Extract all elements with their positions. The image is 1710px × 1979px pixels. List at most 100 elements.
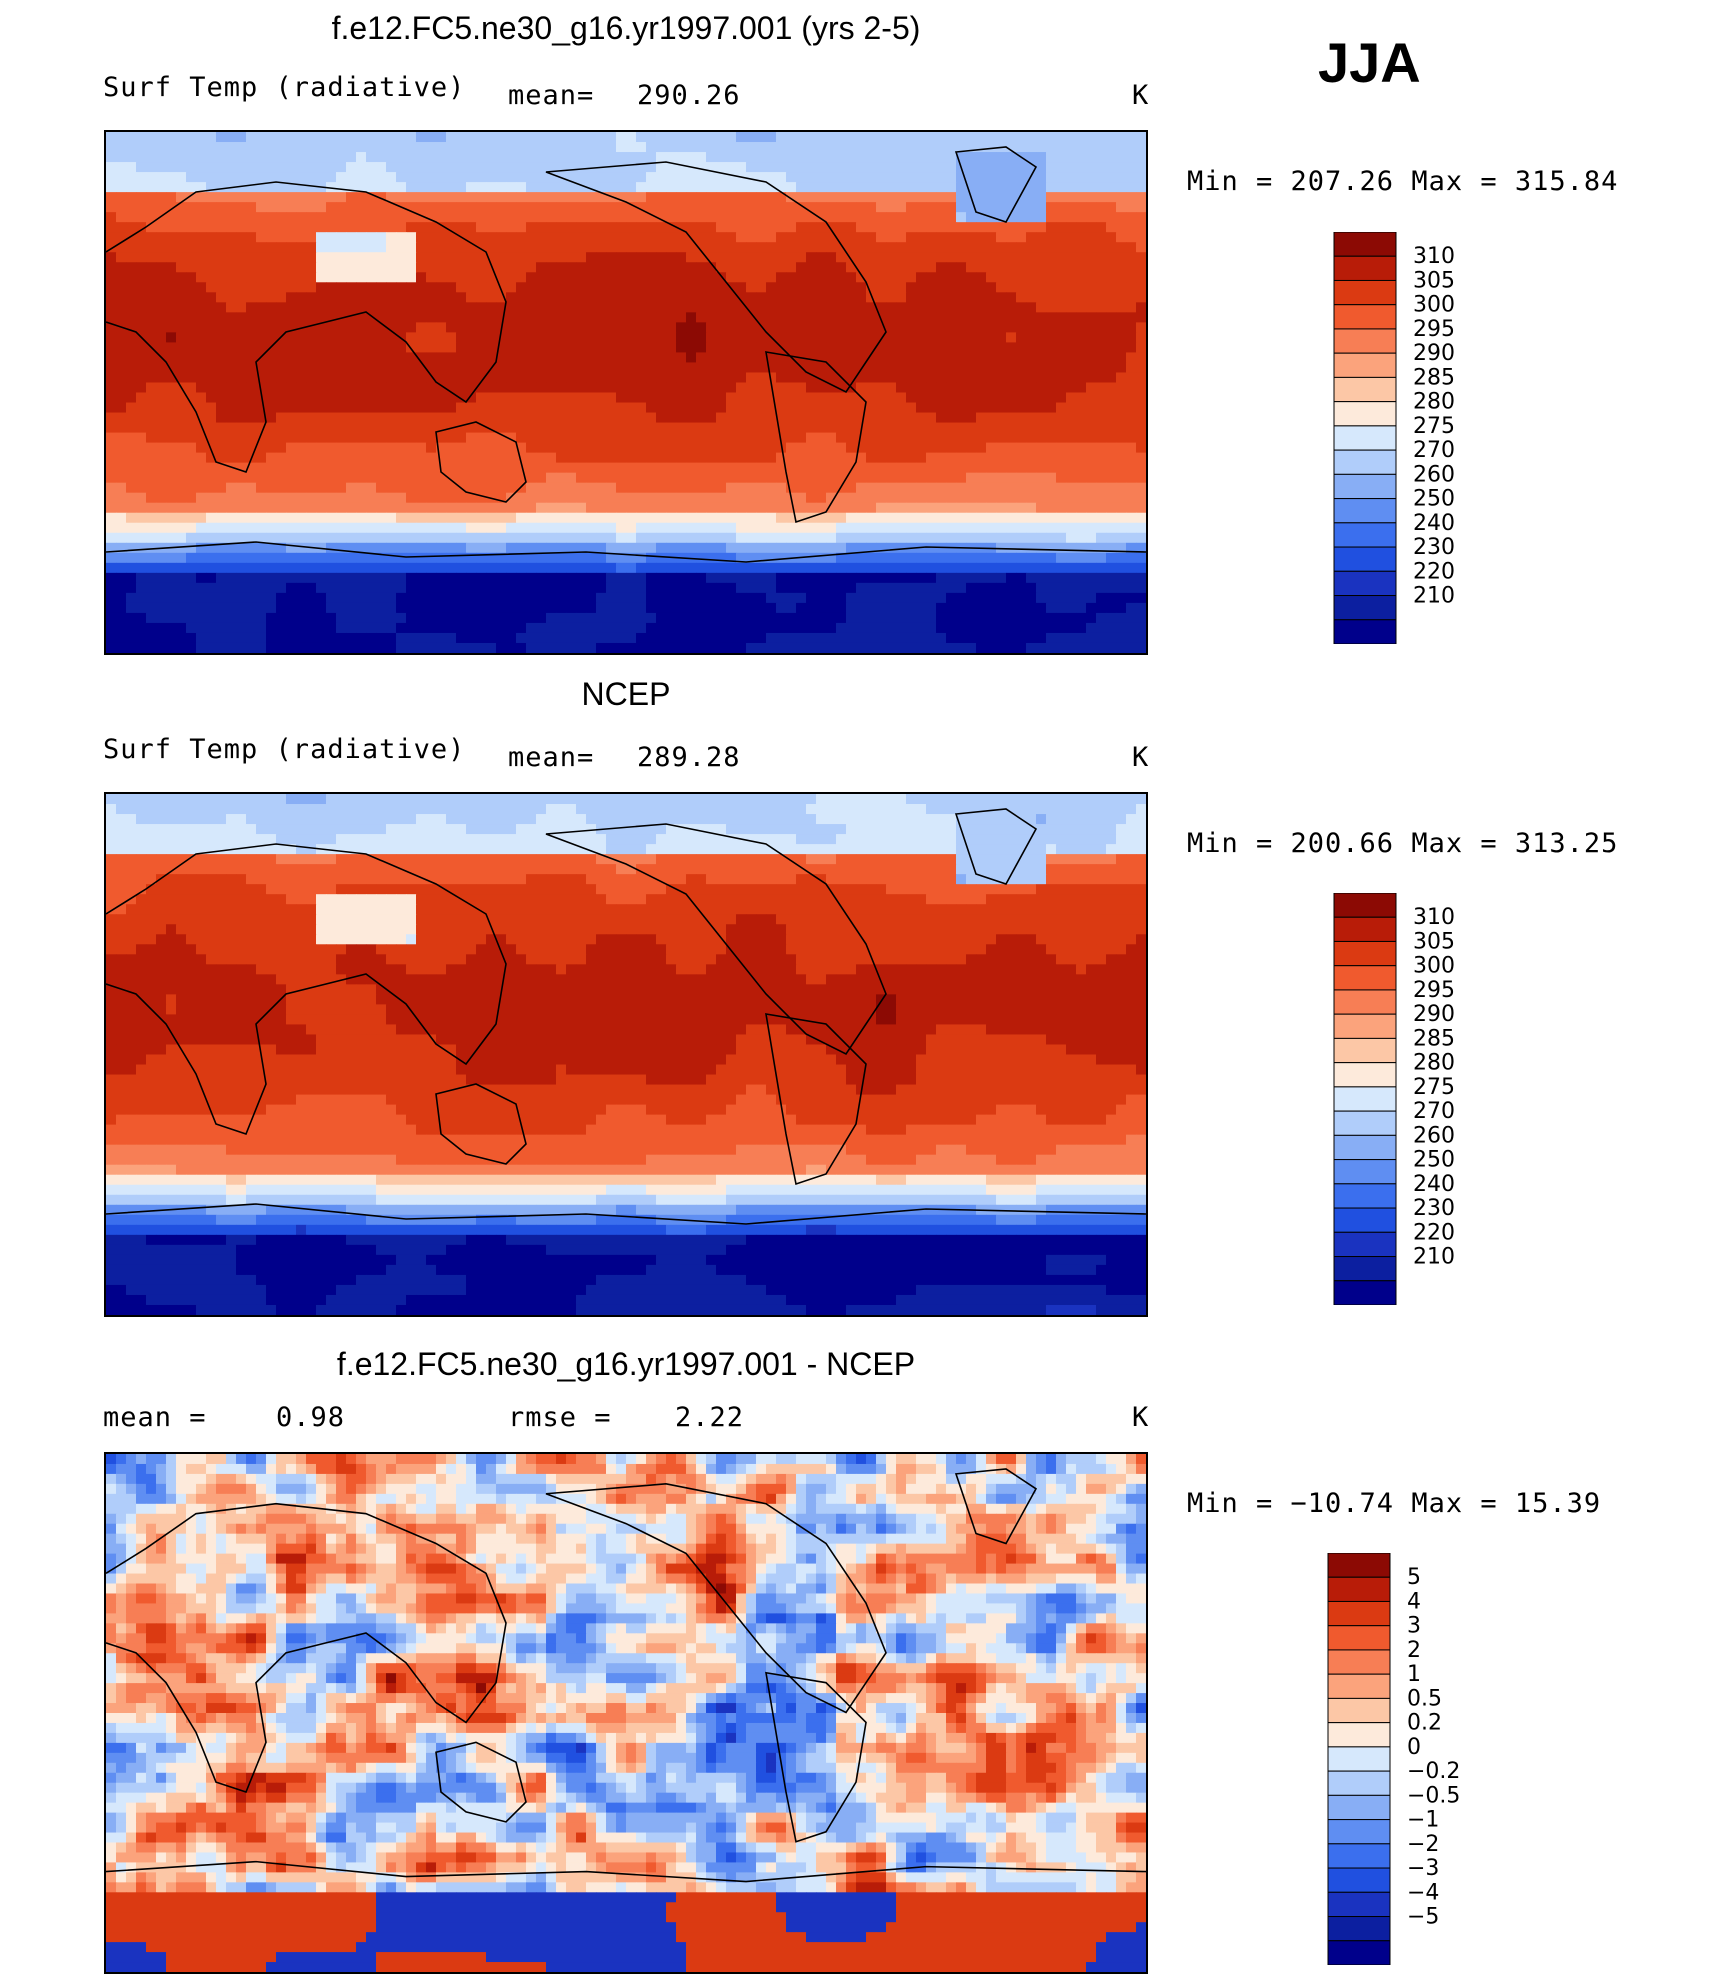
panel1-field-cell [516, 172, 527, 183]
panel1-field-cell [986, 342, 997, 354]
panel1-field-cell [1016, 492, 1027, 504]
panel1-field-cell [446, 322, 457, 333]
panel1-field-cell [496, 562, 507, 574]
panel1-field-cell [976, 602, 987, 614]
panel1-field-cell [196, 192, 207, 203]
panel1-field-cell [506, 432, 517, 444]
panel1-field-cell [416, 422, 427, 434]
panel1-field-cell [1116, 342, 1127, 354]
panel1-field-cell [426, 332, 437, 343]
panel1-field-cell [1046, 322, 1057, 333]
panel1-field-cell [836, 312, 847, 323]
panel1-field-cell [1136, 462, 1146, 474]
panel1-field-cell [1046, 412, 1057, 424]
panel1-field-cell [376, 432, 387, 444]
panel1-field-cell [946, 332, 957, 343]
panel1-field-cell [286, 352, 297, 364]
panel1-field-cell [1006, 422, 1017, 434]
panel1-field-cell [196, 602, 207, 614]
panel1-field-cell [1066, 312, 1077, 323]
panel1-field-cell [836, 222, 847, 233]
panel1-field-cell [266, 152, 277, 163]
panel1-field-cell [676, 462, 687, 474]
panel1-field-cell [796, 252, 807, 263]
panel1-field-cell [716, 592, 727, 604]
panel1-field-cell [196, 272, 207, 283]
panel1-field-cell [156, 162, 167, 173]
panel1-field-cell [806, 412, 817, 424]
panel1-field-cell [116, 252, 127, 263]
panel1-field-cell [396, 272, 407, 283]
panel1-field-cell [106, 482, 117, 494]
panel1-field-cell [226, 602, 237, 614]
panel1-field-cell [756, 412, 767, 424]
panel1-field-cell [1036, 212, 1047, 223]
panel1-field-cell [666, 572, 677, 584]
panel1-field-cell [996, 602, 1007, 614]
panel1-field-cell [186, 602, 197, 614]
panel1-field-cell [886, 422, 897, 434]
panel1-field-cell [1136, 192, 1146, 203]
panel1-field-cell [466, 432, 477, 444]
panel1-field-cell [186, 292, 197, 303]
panel1-field-cell [426, 252, 437, 263]
panel1-field-cell [526, 192, 537, 203]
panel1-field-cell [136, 452, 147, 464]
panel1-field-cell [926, 342, 937, 354]
panel1-field-cell [766, 522, 777, 534]
panel1-field-cell [806, 232, 817, 243]
panel1-field-cell [856, 282, 867, 293]
panel1-field-cell [506, 242, 517, 253]
panel1-field-cell [816, 322, 827, 333]
panel1-field-cell [1046, 312, 1057, 323]
panel1-field-cell [256, 462, 267, 474]
panel1-field-cell [566, 272, 577, 283]
panel1-field-cell [686, 412, 697, 424]
panel1-field-cell [386, 592, 397, 604]
panel1-field-cell [526, 542, 537, 554]
panel1-field-cell [696, 262, 707, 273]
panel1-field-cell [636, 132, 647, 143]
panel1-field-cell [1066, 512, 1077, 524]
panel1-field-cell [1076, 192, 1087, 203]
panel1-field-cell [1056, 382, 1067, 394]
panel1-field-cell [1096, 402, 1107, 414]
panel1-field-cell [586, 252, 597, 263]
panel1-field-cell [1066, 252, 1077, 263]
panel1-field-cell [1006, 542, 1017, 554]
panel1-field-cell [256, 492, 267, 504]
panel1-field-cell [666, 162, 677, 173]
panel1-field-cell [426, 572, 437, 584]
panel1-field-cell [686, 152, 697, 163]
panel1-field-cell [666, 342, 677, 354]
panel1-field-cell [856, 382, 867, 394]
panel1-field-cell [676, 272, 687, 283]
panel1-field-cell [906, 602, 917, 614]
panel1-field-cell [546, 352, 557, 364]
panel1-field-cell [136, 472, 147, 484]
panel1-field-cell [476, 392, 487, 404]
panel1-field-cell [956, 192, 967, 203]
panel1-field-cell [616, 562, 627, 574]
panel1-field-cell [216, 332, 227, 343]
panel1-field-cell [866, 592, 877, 604]
panel1-field-cell [566, 322, 577, 333]
panel1-field-cell [516, 202, 527, 213]
panel1-field-cell [206, 512, 217, 524]
panel1-field-cell [386, 212, 397, 223]
panel1-field-cell [646, 562, 657, 574]
panel1-field-cell [846, 512, 857, 524]
panel1-field-cell [516, 412, 527, 424]
panel1-field-cell [1016, 332, 1027, 343]
panel1-field-cell [806, 252, 817, 263]
panel1-field-cell [146, 192, 157, 203]
panel1-field-cell [336, 452, 347, 464]
panel1-field-cell [386, 572, 397, 584]
panel1-field-cell [796, 412, 807, 424]
panel1-field-cell [186, 172, 197, 183]
panel1-field-cell [966, 402, 977, 414]
panel1-field-cell [126, 432, 137, 444]
panel1-field-cell [1126, 322, 1137, 333]
panel1-field-cell [776, 162, 787, 173]
panel1-field-cell [746, 382, 757, 394]
